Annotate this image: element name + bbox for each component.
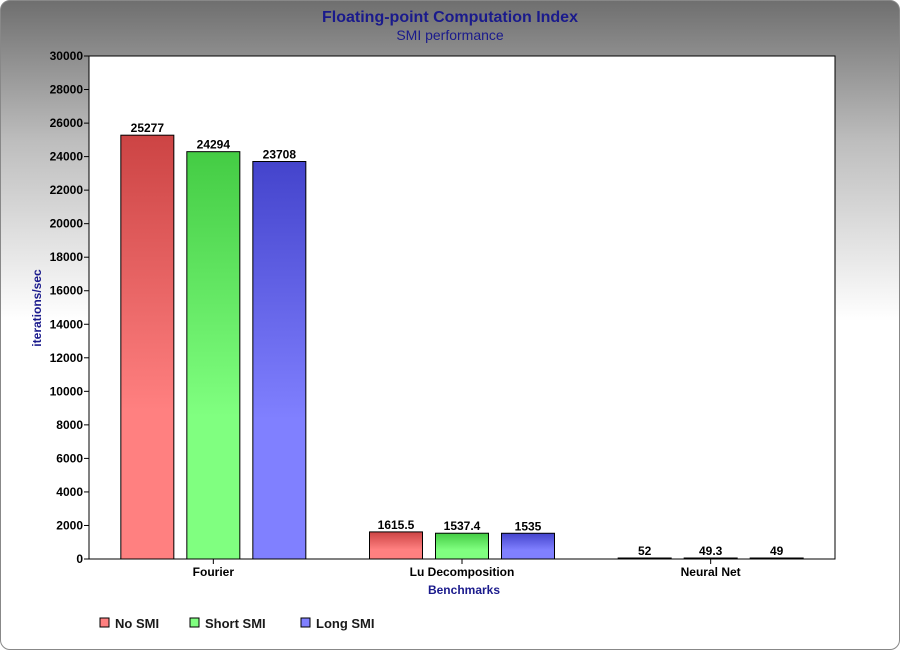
- bar-short-smi-fourier: [186, 151, 241, 560]
- data-label: 49.3: [699, 544, 723, 558]
- x-axis: Fourier Lu Decomposition Neural Net: [193, 559, 741, 579]
- bar-no-smi-lu-decomposition: [369, 531, 423, 560]
- x-tick-label: Fourier: [193, 565, 235, 579]
- y-tick-label: 22000: [50, 183, 84, 197]
- y-tick-label: 6000: [56, 451, 83, 465]
- y-axis: 0 2000 4000 6000 8000 10000 12000 14000 16000 180…: [50, 49, 89, 566]
- legend-label: Long SMI: [316, 616, 375, 631]
- legend-swatch: [189, 617, 200, 628]
- data-label: 23708: [263, 147, 297, 161]
- data-labels-group: 25277 24294 23708 1615.5 1537.4 1535 52 49.3 49: [131, 121, 784, 558]
- bar-no-smi-fourier: [120, 134, 175, 560]
- bar-long-smi-neural-net: [749, 557, 804, 560]
- x-axis-label: Benchmarks: [428, 583, 500, 597]
- data-label: 25277: [131, 121, 165, 135]
- y-tick-label: 14000: [50, 317, 84, 331]
- y-tick-label: 0: [76, 552, 83, 566]
- data-label: 1537.4: [444, 519, 481, 533]
- data-label: 1615.5: [378, 518, 415, 532]
- y-tick-label: 24000: [50, 150, 84, 164]
- y-tick-label: 2000: [56, 518, 83, 532]
- chart-title: Floating-point Computation Index: [322, 9, 578, 26]
- y-axis-label: iterations/sec: [30, 269, 44, 347]
- legend-label: No SMI: [115, 616, 159, 631]
- data-label: 1535: [515, 519, 542, 533]
- legend-swatch: [99, 617, 110, 628]
- legend-label: Short SMI: [205, 616, 266, 631]
- y-tick-label: 30000: [50, 49, 84, 63]
- legend: No SMI Short SMI Long SMI: [99, 616, 375, 631]
- chart-subtitle: SMI performance: [396, 27, 504, 43]
- bar-short-smi-lu-decomposition: [435, 532, 489, 560]
- x-tick-label: Lu Decomposition: [410, 565, 515, 579]
- y-tick-label: 18000: [50, 250, 84, 264]
- bars-group: [120, 134, 804, 560]
- y-tick-label: 8000: [56, 418, 83, 432]
- bar-no-smi-neural-net: [617, 557, 672, 560]
- y-tick-label: 10000: [50, 384, 84, 398]
- data-label: 52: [638, 544, 652, 558]
- y-tick-label: 16000: [50, 284, 84, 298]
- bar-long-smi-lu-decomposition: [501, 532, 555, 560]
- y-tick-label: 20000: [50, 217, 84, 231]
- y-tick-label: 26000: [50, 116, 84, 130]
- y-tick-label: 4000: [56, 485, 83, 499]
- x-tick-label: Neural Net: [681, 565, 741, 579]
- legend-swatch: [300, 617, 311, 628]
- y-tick-label: 12000: [50, 351, 84, 365]
- data-label: 49: [770, 544, 784, 558]
- data-label: 24294: [197, 138, 231, 152]
- bar-long-smi-fourier: [252, 160, 307, 560]
- bar-short-smi-neural-net: [683, 557, 738, 560]
- y-tick-label: 28000: [50, 83, 84, 97]
